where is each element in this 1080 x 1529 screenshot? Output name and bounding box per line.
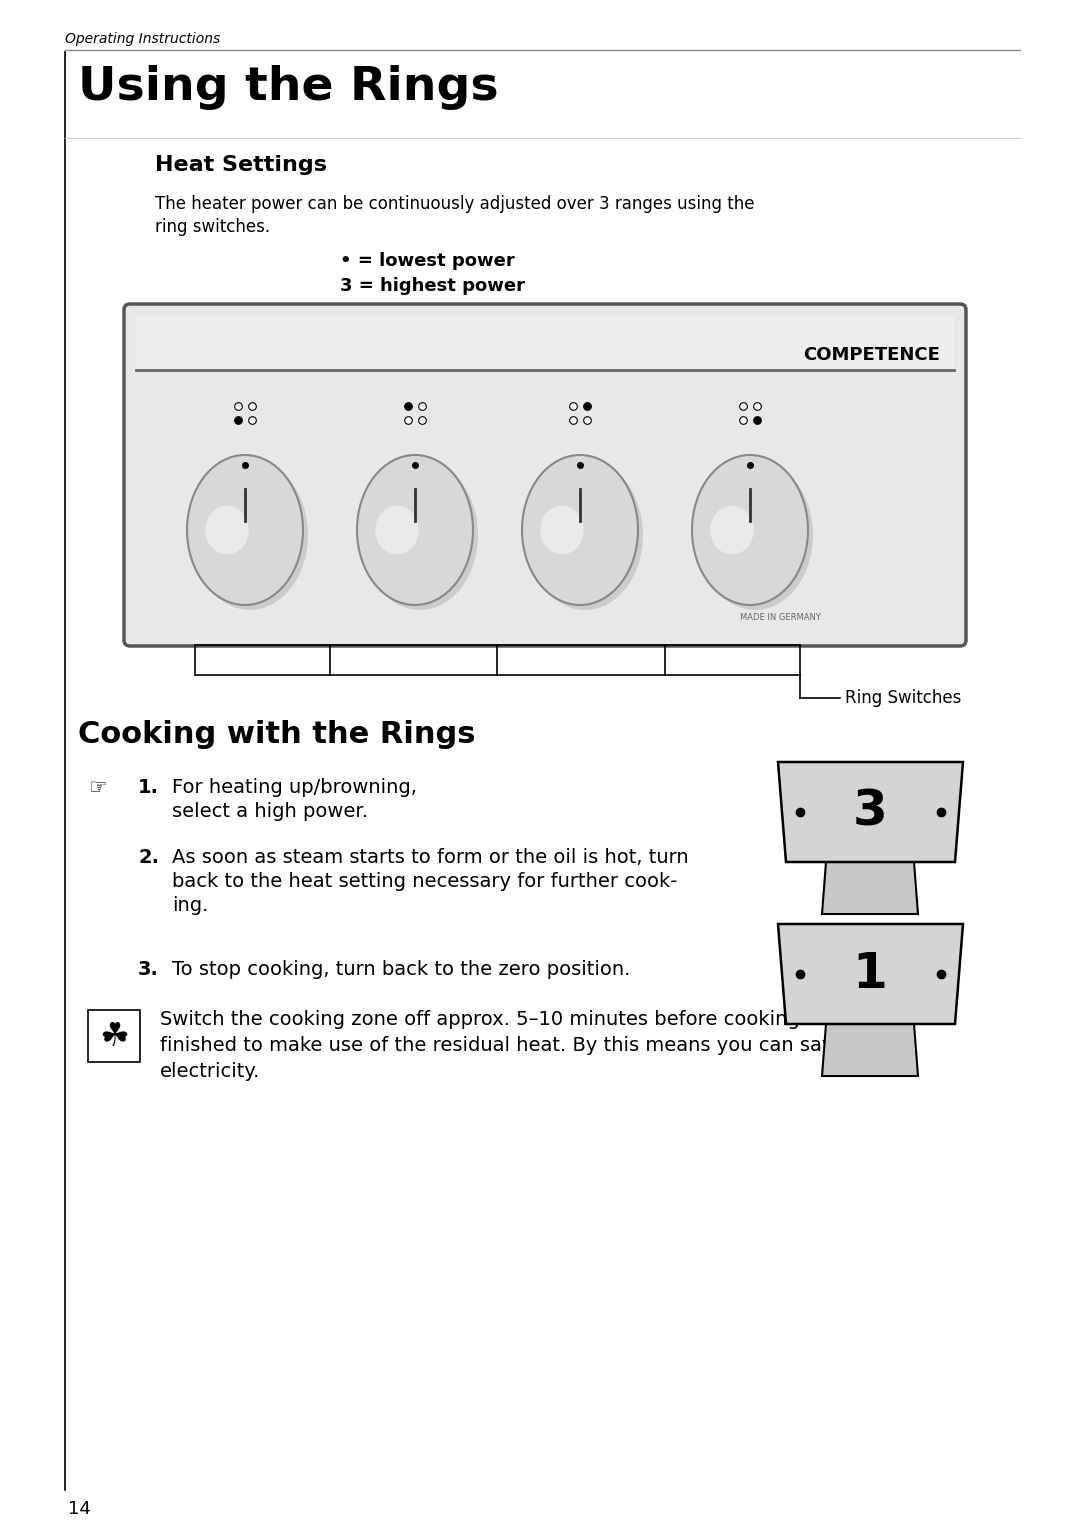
Ellipse shape xyxy=(697,460,813,610)
Text: ☘: ☘ xyxy=(99,1020,129,1052)
FancyBboxPatch shape xyxy=(136,317,954,370)
Text: select a high power.: select a high power. xyxy=(172,803,368,821)
Ellipse shape xyxy=(357,456,473,605)
Ellipse shape xyxy=(375,506,419,555)
Text: 3 = highest power: 3 = highest power xyxy=(340,277,525,295)
Polygon shape xyxy=(822,862,918,914)
Text: COMPETENCE: COMPETENCE xyxy=(804,346,940,364)
Text: 3.: 3. xyxy=(138,960,159,979)
Text: Using the Rings: Using the Rings xyxy=(78,66,499,110)
Text: • = lowest power: • = lowest power xyxy=(340,252,515,271)
Polygon shape xyxy=(822,1024,918,1076)
Ellipse shape xyxy=(187,456,303,605)
Bar xyxy=(87,1011,140,1063)
Text: ☞: ☞ xyxy=(87,778,107,798)
Ellipse shape xyxy=(522,456,638,605)
Ellipse shape xyxy=(205,506,248,555)
Text: electricity.: electricity. xyxy=(160,1063,260,1081)
Ellipse shape xyxy=(192,460,308,610)
Text: 14: 14 xyxy=(68,1500,91,1518)
Ellipse shape xyxy=(540,506,584,555)
Ellipse shape xyxy=(711,506,754,555)
Polygon shape xyxy=(778,924,963,1024)
Text: Cooking with the Rings: Cooking with the Rings xyxy=(78,720,475,749)
Polygon shape xyxy=(778,761,963,862)
Text: ing.: ing. xyxy=(172,896,208,914)
Text: Heat Settings: Heat Settings xyxy=(156,154,327,174)
Text: 1.: 1. xyxy=(138,778,159,797)
Text: Operating Instructions: Operating Instructions xyxy=(65,32,220,46)
Text: finished to make use of the residual heat. By this means you can save: finished to make use of the residual hea… xyxy=(160,1037,846,1055)
Text: back to the heat setting necessary for further cook-: back to the heat setting necessary for f… xyxy=(172,872,677,891)
Ellipse shape xyxy=(692,456,808,605)
Text: 3: 3 xyxy=(852,787,888,836)
Text: Ring Switches: Ring Switches xyxy=(845,690,961,706)
Text: Switch the cooking zone off approx. 5–10 minutes before cooking is: Switch the cooking zone off approx. 5–10… xyxy=(160,1011,822,1029)
FancyBboxPatch shape xyxy=(124,304,966,645)
Text: As soon as steam starts to form or the oil is hot, turn: As soon as steam starts to form or the o… xyxy=(172,849,689,867)
Text: 2.: 2. xyxy=(138,849,159,867)
Text: MADE IN GERMANY: MADE IN GERMANY xyxy=(740,613,821,622)
Text: ring switches.: ring switches. xyxy=(156,219,270,235)
Text: For heating up/browning,: For heating up/browning, xyxy=(172,778,417,797)
Text: To stop cooking, turn back to the zero position.: To stop cooking, turn back to the zero p… xyxy=(172,960,631,979)
Text: 1: 1 xyxy=(852,950,888,998)
Text: The heater power can be continuously adjusted over 3 ranges using the: The heater power can be continuously adj… xyxy=(156,196,755,213)
Ellipse shape xyxy=(362,460,478,610)
Ellipse shape xyxy=(527,460,643,610)
